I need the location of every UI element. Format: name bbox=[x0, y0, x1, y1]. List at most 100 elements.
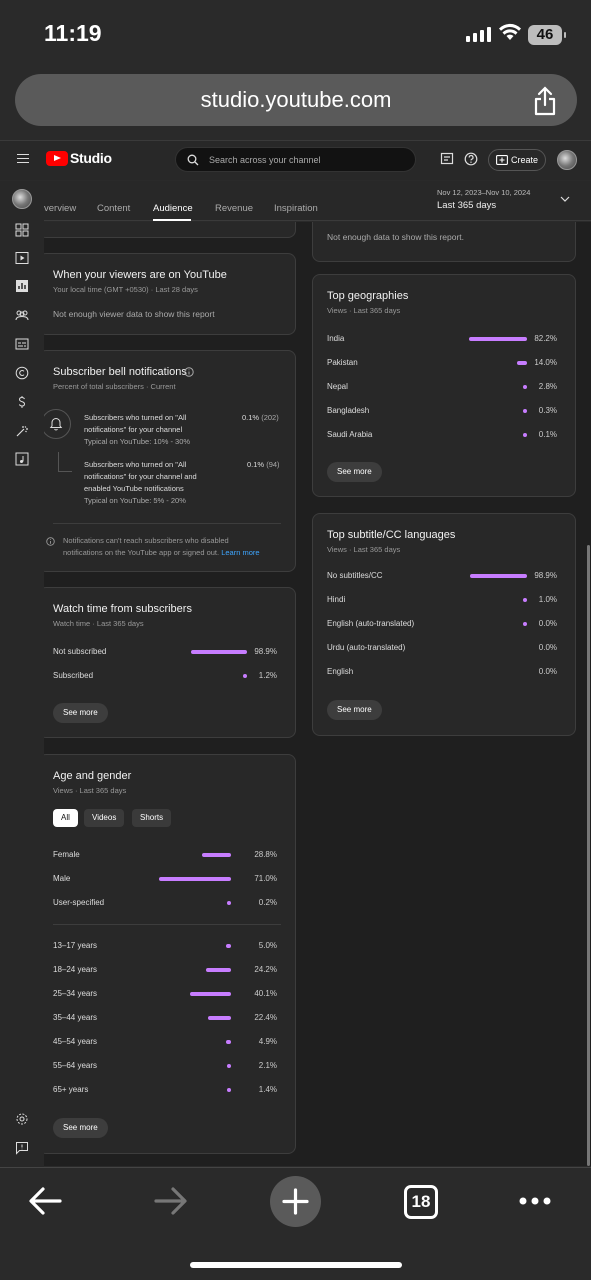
send-feedback-icon[interactable] bbox=[15, 1141, 29, 1155]
note-line: Notifications can't reach subscribers wh… bbox=[63, 536, 229, 545]
search-input[interactable]: Search across your channel bbox=[175, 147, 416, 172]
date-range-label[interactable]: Last 365 days bbox=[437, 200, 497, 211]
row-bar bbox=[469, 337, 527, 341]
bell-value: 0.1% bbox=[247, 460, 265, 469]
row-label: Male bbox=[53, 874, 71, 883]
row-label: 65+ years bbox=[53, 1085, 89, 1094]
list-item: 18–24 years 24.2% bbox=[53, 965, 281, 979]
tab-audience[interactable]: Audience bbox=[153, 203, 193, 214]
age-gender-card: Age and gender Views · Last 365 days All… bbox=[44, 754, 296, 1154]
no-data-message: Not enough data to show this report. bbox=[327, 232, 465, 242]
row-value: 1.0% bbox=[538, 595, 557, 604]
bell-row-typical: Typical on YouTube: 10% - 30% bbox=[84, 437, 191, 446]
row-value: 2.8% bbox=[538, 382, 557, 391]
studio-logo[interactable]: Studio bbox=[46, 150, 112, 166]
list-item: 65+ years 1.4% bbox=[53, 1085, 281, 1099]
bell-row-line: Subscribers who turned on "All bbox=[84, 413, 187, 422]
analytics-icon[interactable] bbox=[15, 279, 29, 293]
bell-value: 0.1% bbox=[242, 413, 260, 422]
tabs-count-button[interactable]: 18 bbox=[404, 1185, 438, 1219]
date-range-dates[interactable]: Nov 12, 2023–Nov 10, 2024 bbox=[437, 188, 531, 197]
learn-more-link[interactable]: Learn more bbox=[221, 548, 260, 557]
tab-inspiration[interactable]: Inspiration bbox=[274, 203, 318, 214]
customization-icon[interactable] bbox=[15, 424, 29, 438]
row-label: Pakistan bbox=[327, 358, 358, 367]
row-value: 5.0% bbox=[258, 941, 277, 950]
list-item: India 82.2% bbox=[327, 334, 561, 348]
bell-row-value: 0.1% (202) bbox=[242, 412, 279, 424]
channel-avatar[interactable] bbox=[12, 189, 32, 209]
subtitles-icon[interactable] bbox=[15, 337, 29, 351]
notifications-note: Notifications can't reach subscribers wh… bbox=[63, 535, 260, 559]
url-bar[interactable]: studio.youtube.com bbox=[15, 74, 577, 126]
row-bar bbox=[190, 992, 231, 996]
filter-all[interactable]: All bbox=[53, 809, 78, 827]
menu-icon[interactable] bbox=[17, 154, 29, 163]
bell-row-value: 0.1% (94) bbox=[247, 459, 280, 471]
tab-revenue[interactable]: Revenue bbox=[215, 203, 254, 214]
row-label: 35–44 years bbox=[53, 1013, 98, 1022]
geographies-card: Top geographies Views · Last 365 days In… bbox=[312, 274, 576, 497]
partial-card bbox=[44, 222, 296, 238]
audio-library-icon[interactable] bbox=[15, 452, 29, 466]
create-button[interactable]: Create bbox=[488, 149, 546, 171]
bell-row-line: Subscribers who turned on "All bbox=[84, 460, 187, 469]
list-item: Hindi 1.0% bbox=[327, 595, 561, 609]
row-label: 55–64 years bbox=[53, 1061, 98, 1070]
feedback-icon[interactable] bbox=[440, 152, 454, 166]
see-more-button[interactable]: See more bbox=[53, 1118, 108, 1138]
audience-content: Not enough data to show this report. Whe… bbox=[44, 222, 591, 1166]
chevron-down-icon[interactable] bbox=[560, 195, 570, 203]
bell-row-all-notifications: Subscribers who turned on "All notificat… bbox=[84, 412, 190, 448]
help-icon[interactable] bbox=[464, 152, 478, 166]
partial-card-right: Not enough data to show this report. bbox=[312, 222, 576, 262]
watch-time-card: Watch time from subscribers Watch time ·… bbox=[44, 587, 296, 738]
bell-circle bbox=[44, 409, 71, 439]
share-icon[interactable] bbox=[533, 86, 557, 116]
row-label: Subscribed bbox=[53, 671, 94, 680]
see-more-button[interactable]: See more bbox=[327, 462, 382, 482]
back-arrow-icon[interactable] bbox=[28, 1186, 62, 1216]
filter-videos[interactable]: Videos bbox=[84, 809, 125, 827]
dashboard-icon[interactable] bbox=[15, 223, 29, 237]
settings-icon[interactable] bbox=[15, 1112, 29, 1126]
forward-arrow-icon[interactable] bbox=[154, 1186, 188, 1216]
analytics-tabs: verview Content Audience Revenue Inspira… bbox=[44, 181, 591, 221]
card-subtitle: Watch time · Last 365 days bbox=[53, 619, 144, 628]
list-item: Urdu (auto-translated) 0.0% bbox=[327, 643, 561, 657]
list-item: Nepal 2.8% bbox=[327, 382, 561, 396]
row-value: 28.8% bbox=[254, 850, 277, 859]
create-label: Create bbox=[511, 155, 539, 165]
card-title: Age and gender bbox=[53, 770, 132, 782]
info-icon[interactable] bbox=[184, 367, 194, 377]
active-tab-indicator bbox=[153, 219, 191, 221]
tab-overview[interactable]: verview bbox=[44, 203, 77, 214]
row-bar bbox=[517, 361, 527, 365]
new-tab-button[interactable] bbox=[270, 1176, 321, 1227]
row-value: 0.0% bbox=[538, 643, 557, 652]
card-title: Subscriber bell notifications bbox=[53, 366, 187, 378]
bell-row-line: notifications" for your channel and bbox=[84, 472, 197, 481]
row-bar bbox=[523, 433, 527, 437]
earn-icon[interactable] bbox=[15, 395, 29, 409]
row-value: 2.1% bbox=[258, 1061, 277, 1070]
card-subtitle: Views · Last 365 days bbox=[327, 545, 401, 554]
account-avatar[interactable] bbox=[557, 150, 577, 170]
community-icon[interactable] bbox=[15, 308, 29, 322]
scrollbar[interactable] bbox=[587, 545, 590, 1166]
see-more-button[interactable]: See more bbox=[327, 700, 382, 720]
wifi-icon bbox=[499, 23, 521, 40]
tab-content[interactable]: Content bbox=[97, 203, 131, 214]
copyright-icon[interactable] bbox=[15, 366, 29, 380]
card-subtitle: Your local time (GMT +0530) · Last 28 da… bbox=[53, 285, 198, 294]
row-value: 0.0% bbox=[538, 667, 557, 676]
url-text: studio.youtube.com bbox=[200, 87, 392, 112]
search-icon bbox=[187, 154, 199, 166]
more-options-icon[interactable] bbox=[518, 1196, 552, 1206]
list-item: Subscribed 1.2% bbox=[53, 671, 281, 685]
bell-notifications-card: Subscriber bell notifications Percent of… bbox=[44, 350, 296, 572]
see-more-button[interactable]: See more bbox=[53, 703, 108, 723]
filter-shorts[interactable]: Shorts bbox=[132, 809, 172, 827]
card-title: When your viewers are on YouTube bbox=[53, 269, 227, 281]
content-icon[interactable] bbox=[15, 251, 29, 265]
